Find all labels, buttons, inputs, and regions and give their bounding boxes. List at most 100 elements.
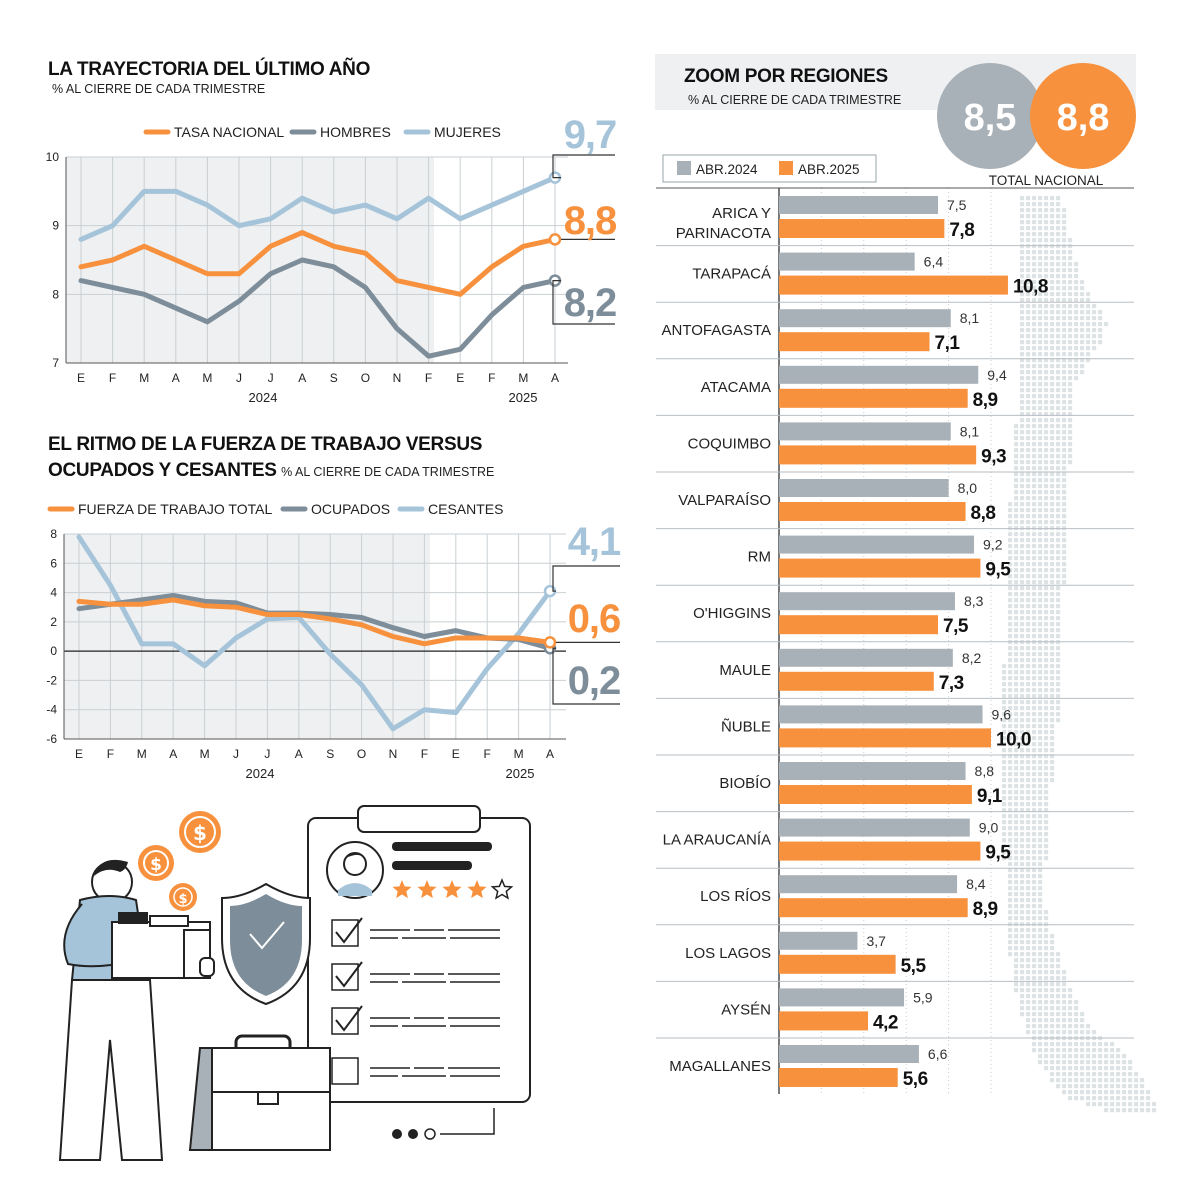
- x-tick-label: M: [514, 747, 524, 761]
- map-dot: [1026, 568, 1031, 573]
- x-tick-label: M: [200, 747, 210, 761]
- map-dot: [1014, 820, 1019, 825]
- map-dot: [1056, 460, 1061, 465]
- map-dot: [1044, 574, 1049, 579]
- map-dot: [1020, 784, 1025, 789]
- map-dot: [1074, 1006, 1079, 1011]
- map-dot: [1086, 340, 1091, 345]
- map-dot: [1044, 1054, 1049, 1059]
- map-dot: [1014, 976, 1019, 981]
- map-dot: [1038, 556, 1043, 561]
- briefcase-side-icon: [188, 1047, 215, 1151]
- bar-2025: [779, 558, 981, 578]
- map-dot: [1038, 1042, 1043, 1047]
- map-dot: [1104, 1078, 1109, 1083]
- map-dot: [1050, 322, 1055, 327]
- map-dot: [1074, 268, 1079, 273]
- map-dot: [1056, 442, 1061, 447]
- map-dot: [1038, 940, 1043, 945]
- map-dot: [1062, 532, 1067, 537]
- map-dot: [1086, 304, 1091, 309]
- avatar-shoulders-icon: [338, 883, 372, 896]
- map-dot: [1008, 934, 1013, 939]
- map-dot: [1026, 712, 1031, 717]
- map-dot: [1038, 766, 1043, 771]
- map-dot: [1050, 1018, 1055, 1023]
- map-dot: [1050, 1024, 1055, 1029]
- map-dot: [1056, 538, 1061, 543]
- map-dot: [1044, 262, 1049, 267]
- map-dot: [1002, 748, 1007, 753]
- map-dot: [1026, 388, 1031, 393]
- map-dot: [1086, 346, 1091, 351]
- map-dot: [1086, 1084, 1091, 1089]
- map-dot: [1062, 1084, 1067, 1089]
- shade-2024: [64, 534, 430, 739]
- map-dot: [1086, 1054, 1091, 1059]
- map-dot: [1038, 538, 1043, 543]
- map-dot: [1044, 400, 1049, 405]
- bar-2025: [779, 219, 945, 238]
- total-nacional-label: TOTAL NACIONAL: [989, 173, 1104, 188]
- map-dot: [1080, 340, 1085, 345]
- map-dot: [1026, 748, 1031, 753]
- map-dot: [1056, 664, 1061, 669]
- map-dot: [1056, 322, 1061, 327]
- map-dot: [1032, 316, 1037, 321]
- map-dot: [1014, 628, 1019, 633]
- map-dot: [1056, 250, 1061, 255]
- map-dot: [1020, 724, 1025, 729]
- map-dot: [1056, 688, 1061, 693]
- region-label: LA ARAUCANÍA: [663, 832, 771, 849]
- map-dot: [1038, 316, 1043, 321]
- map-dot: [1020, 550, 1025, 555]
- map-dot: [1110, 1066, 1115, 1071]
- map-dot: [1044, 742, 1049, 747]
- map-dot: [1032, 670, 1037, 675]
- map-dot: [1092, 1084, 1097, 1089]
- map-dot: [1020, 298, 1025, 303]
- bar-2025-label: 9,5: [985, 843, 1011, 864]
- bar-2024-label: 9,0: [979, 820, 999, 836]
- map-dot: [1122, 1072, 1127, 1077]
- map-dot: [1026, 910, 1031, 915]
- chart2-title-line2-text: OCUPADOS Y CESANTES: [48, 460, 277, 481]
- map-dot: [1020, 736, 1025, 741]
- chart1-title: LA TRAYECTORIA DEL ÚLTIMO AÑO: [48, 58, 370, 80]
- dollar-icon-large: $: [193, 821, 207, 845]
- map-dot: [1098, 1060, 1103, 1065]
- map-dot: [1044, 610, 1049, 615]
- map-dot: [1020, 1006, 1025, 1011]
- map-dot: [1026, 490, 1031, 495]
- map-dot: [1008, 670, 1013, 675]
- map-dot: [1032, 838, 1037, 843]
- map-dot: [1020, 574, 1025, 579]
- map-dot: [1038, 958, 1043, 963]
- map-dot: [1098, 310, 1103, 315]
- map-dot: [1086, 322, 1091, 327]
- map-dot: [1032, 958, 1037, 963]
- map-dot: [1050, 1012, 1055, 1017]
- y-tick-label: 6: [50, 556, 57, 570]
- map-dot: [1038, 598, 1043, 603]
- map-dot: [1044, 316, 1049, 321]
- map-dot: [1038, 796, 1043, 801]
- x-tick-label: A: [169, 747, 177, 761]
- map-dot: [1008, 742, 1013, 747]
- map-dot: [1044, 340, 1049, 345]
- map-dot: [1056, 586, 1061, 591]
- x-tick-label: F: [425, 371, 432, 385]
- map-dot: [1014, 916, 1019, 921]
- map-dot: [1098, 1078, 1103, 1083]
- map-dot: [1008, 712, 1013, 717]
- map-dot: [1014, 574, 1019, 579]
- map-dot: [1020, 352, 1025, 357]
- coin-icon-small: [169, 883, 197, 911]
- map-dot: [1092, 1030, 1097, 1035]
- map-dot: [1020, 970, 1025, 975]
- map-dot: [1056, 274, 1061, 279]
- end-label-connector: [552, 565, 620, 592]
- map-dot: [1068, 400, 1073, 405]
- map-dot: [1050, 730, 1055, 735]
- map-dot: [1038, 928, 1043, 933]
